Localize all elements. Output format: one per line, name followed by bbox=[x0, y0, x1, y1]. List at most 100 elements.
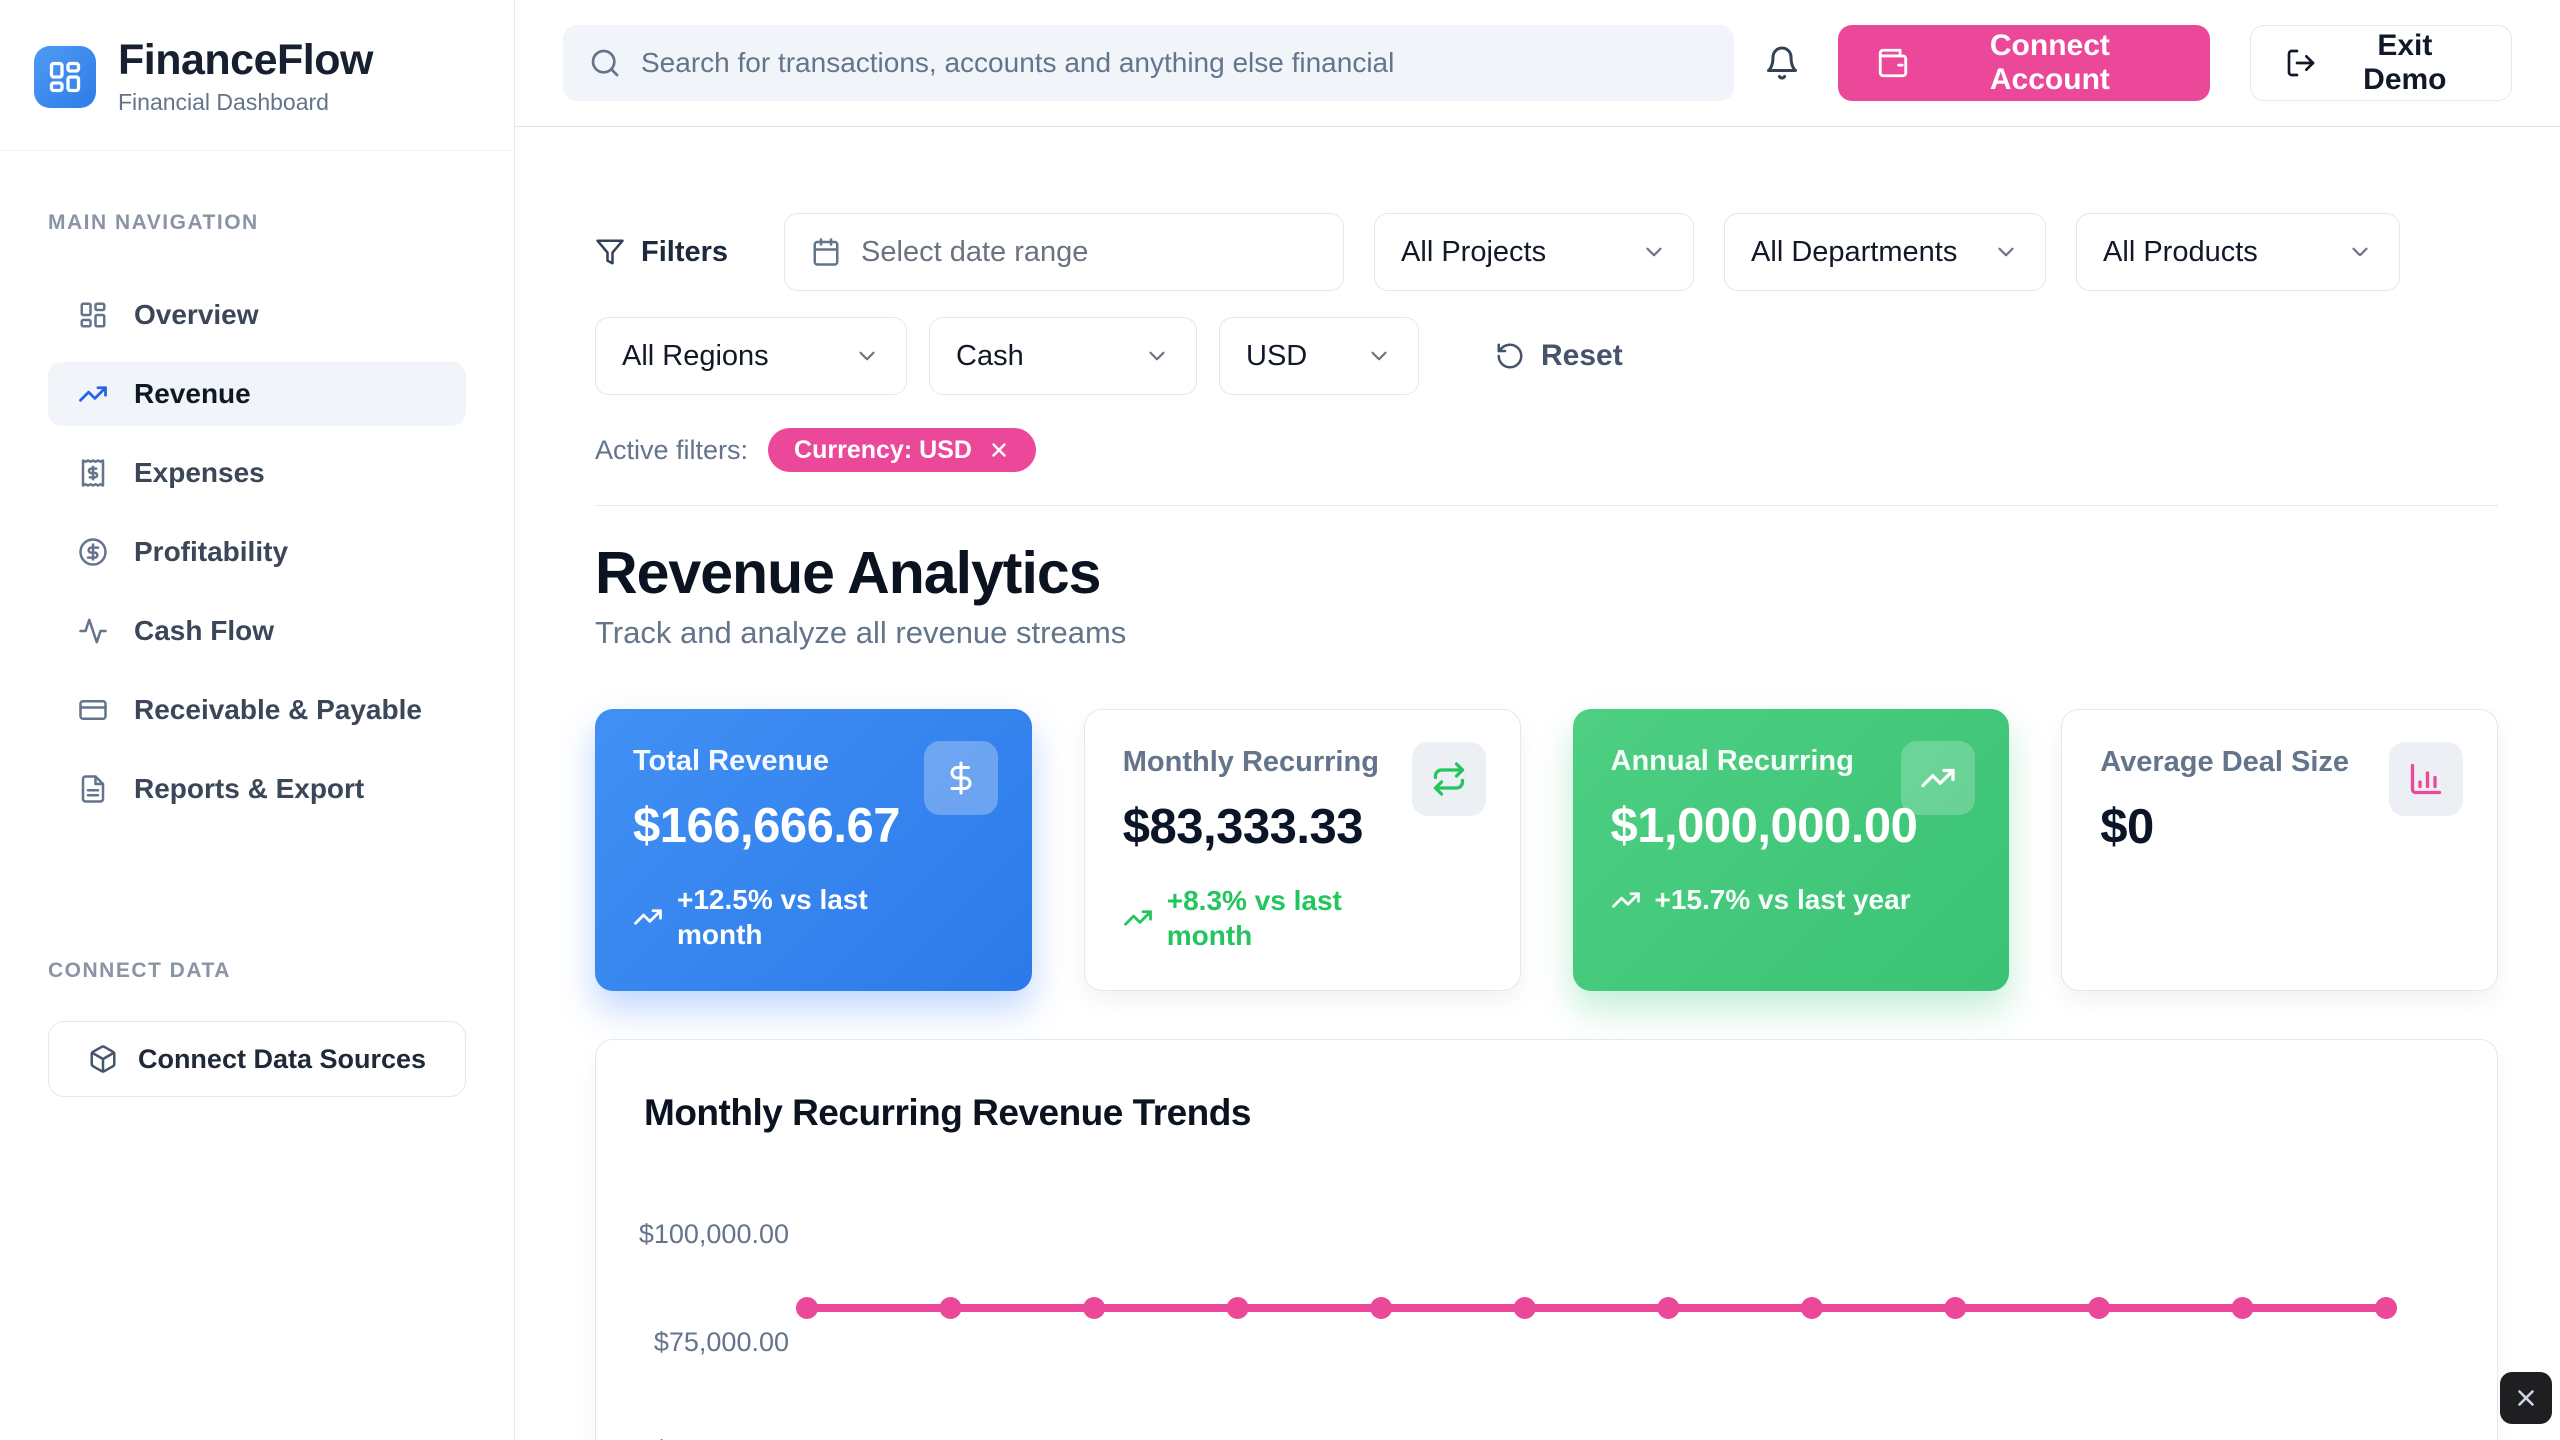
connect-data-sources-button[interactable]: Connect Data Sources bbox=[48, 1021, 466, 1098]
chevron-down-icon bbox=[1144, 343, 1170, 369]
wallet-icon bbox=[1876, 46, 1910, 80]
trending-up-icon bbox=[1611, 885, 1641, 915]
date-range-input[interactable]: Select date range bbox=[784, 213, 1345, 291]
credit-card-icon bbox=[78, 695, 108, 725]
payment-method-select-value: Cash bbox=[956, 339, 1024, 372]
active-filters-label: Active filters: bbox=[595, 434, 749, 465]
chart-title: Monthly Recurring Revenue Trends bbox=[644, 1092, 1251, 1134]
sidebar-item-label: Overview bbox=[134, 299, 259, 331]
sidebar-item-label: Receivable & Payable bbox=[134, 694, 422, 726]
bar-chart-icon bbox=[2389, 742, 2463, 817]
metric-value: $166,666.67 bbox=[633, 799, 900, 854]
sidebar-item-label: Cash Flow bbox=[134, 615, 275, 647]
regions-select[interactable]: All Regions bbox=[595, 317, 907, 395]
rotate-ccw-icon bbox=[1495, 341, 1525, 371]
trending-up-icon bbox=[633, 902, 663, 932]
payment-method-select[interactable]: Cash bbox=[929, 317, 1197, 395]
exit-demo-label: Exit Demo bbox=[2363, 29, 2447, 96]
filter-funnel-icon bbox=[595, 237, 625, 267]
layout-dashboard-icon bbox=[78, 300, 108, 330]
metric-value: $83,333.33 bbox=[1122, 800, 1364, 855]
y-axis-tick-label: $75,000.00 bbox=[653, 1327, 789, 1358]
sidebar-item-label: Profitability bbox=[134, 536, 289, 568]
connect-data-section-label: CONNECT DATA bbox=[48, 959, 231, 983]
activity-icon bbox=[78, 616, 108, 646]
active-filter-chip-text: Currency: USD bbox=[794, 435, 972, 464]
line-chart-point[interactable] bbox=[1370, 1297, 1393, 1320]
exit-demo-button[interactable]: Exit Demo bbox=[2249, 25, 2512, 101]
sidebar-item-overview[interactable]: Overview bbox=[48, 283, 466, 347]
projects-select-value: All Projects bbox=[1401, 235, 1547, 268]
close-overlay-button[interactable] bbox=[2500, 1372, 2552, 1424]
page-title: Revenue Analytics bbox=[595, 540, 1101, 606]
close-icon bbox=[2513, 1385, 2539, 1411]
metric-value: $0 bbox=[2100, 800, 2154, 855]
metric-card-monthly-recurring: Monthly Recurring $83,333.33 +8.3% vs la… bbox=[1083, 709, 1521, 992]
products-select[interactable]: All Products bbox=[2076, 213, 2401, 291]
metric-delta: +12.5% vs last month bbox=[633, 882, 994, 952]
connect-account-button[interactable]: Connect Account bbox=[1838, 25, 2210, 101]
sidebar-item-expenses[interactable]: Expenses bbox=[48, 441, 466, 505]
chevron-down-icon bbox=[1366, 343, 1392, 369]
line-chart-point[interactable] bbox=[1083, 1297, 1106, 1320]
metric-label: Monthly Recurring bbox=[1122, 746, 1379, 779]
brand-name: FinanceFlow bbox=[118, 36, 373, 84]
line-chart-point[interactable] bbox=[2087, 1297, 2110, 1320]
package-icon bbox=[88, 1044, 118, 1074]
line-chart-point[interactable] bbox=[2375, 1297, 2397, 1320]
nav-section-label: MAIN NAVIGATION bbox=[48, 211, 259, 235]
bell-icon bbox=[1764, 45, 1800, 81]
currency-select-value: USD bbox=[1246, 339, 1308, 372]
line-chart-point[interactable] bbox=[1944, 1297, 1967, 1320]
y-axis-tick-label: $50,000.00 bbox=[636, 1435, 789, 1440]
products-select-value: All Products bbox=[2103, 235, 2258, 268]
line-chart-point[interactable] bbox=[1513, 1297, 1536, 1320]
active-filter-chip-currency[interactable]: Currency: USD bbox=[768, 428, 1036, 472]
sidebar-item-label: Expenses bbox=[134, 457, 265, 489]
line-chart-point[interactable] bbox=[1657, 1297, 1680, 1320]
global-search[interactable] bbox=[563, 25, 1735, 101]
mrr-line-chart[interactable] bbox=[596, 1040, 2497, 1440]
calendar-icon bbox=[811, 237, 841, 267]
reset-filters-button[interactable]: Reset bbox=[1495, 339, 1623, 373]
line-chart-point[interactable] bbox=[939, 1297, 962, 1320]
line-chart-point[interactable] bbox=[796, 1297, 818, 1320]
active-filters-row: Active filters: Currency: USD bbox=[595, 428, 2498, 472]
filters-title: Filters bbox=[595, 236, 728, 269]
chip-close-icon[interactable] bbox=[988, 439, 1010, 461]
app-sidebar: FinanceFlow Financial Dashboard MAIN NAV… bbox=[0, 0, 515, 1440]
chevron-down-icon bbox=[1641, 239, 1667, 265]
y-axis-tick-label: $100,000.00 bbox=[638, 1219, 789, 1250]
trending-up-icon bbox=[78, 379, 108, 409]
departments-select[interactable]: All Departments bbox=[1724, 213, 2047, 291]
search-input[interactable] bbox=[641, 47, 1709, 79]
chevron-down-icon bbox=[1993, 239, 2019, 265]
line-chart-point[interactable] bbox=[1800, 1297, 1823, 1320]
sidebar-item-reports-export[interactable]: Reports & Export bbox=[48, 757, 466, 821]
metric-delta: +15.7% vs last year bbox=[1611, 882, 1972, 917]
main-navigation: Overview Revenue Expenses Profitability … bbox=[48, 283, 466, 821]
metric-delta: +8.3% vs last month bbox=[1123, 883, 1482, 953]
sidebar-item-receivable-payable[interactable]: Receivable & Payable bbox=[48, 678, 466, 742]
metric-card-average-deal-size: Average Deal Size $0 bbox=[2061, 709, 2498, 992]
receipt-icon bbox=[78, 458, 108, 488]
sidebar-item-revenue[interactable]: Revenue bbox=[48, 362, 466, 427]
metric-label: Average Deal Size bbox=[2100, 746, 2350, 779]
sidebar-item-label: Reports & Export bbox=[134, 773, 365, 805]
section-divider bbox=[595, 505, 2498, 506]
dollar-sign-icon bbox=[923, 741, 998, 816]
metric-value: $1,000,000.00 bbox=[1610, 799, 1918, 854]
top-header: Connect Account Exit Demo bbox=[515, 0, 2560, 127]
trending-up-icon bbox=[1901, 741, 1976, 816]
currency-select[interactable]: USD bbox=[1219, 317, 1419, 395]
connect-account-label: Connect Account bbox=[1989, 29, 2110, 96]
notifications-button[interactable] bbox=[1758, 39, 1806, 87]
metric-label: Total Revenue bbox=[633, 745, 830, 778]
sidebar-item-profitability[interactable]: Profitability bbox=[48, 520, 466, 584]
projects-select[interactable]: All Projects bbox=[1374, 213, 1695, 291]
line-chart-point[interactable] bbox=[2231, 1297, 2254, 1320]
metric-card-annual-recurring: Annual Recurring $1,000,000.00 +15.7% vs… bbox=[1572, 709, 2010, 992]
sidebar-item-cash-flow[interactable]: Cash Flow bbox=[48, 599, 466, 663]
brand-logo bbox=[34, 46, 96, 109]
line-chart-point[interactable] bbox=[1226, 1297, 1249, 1320]
